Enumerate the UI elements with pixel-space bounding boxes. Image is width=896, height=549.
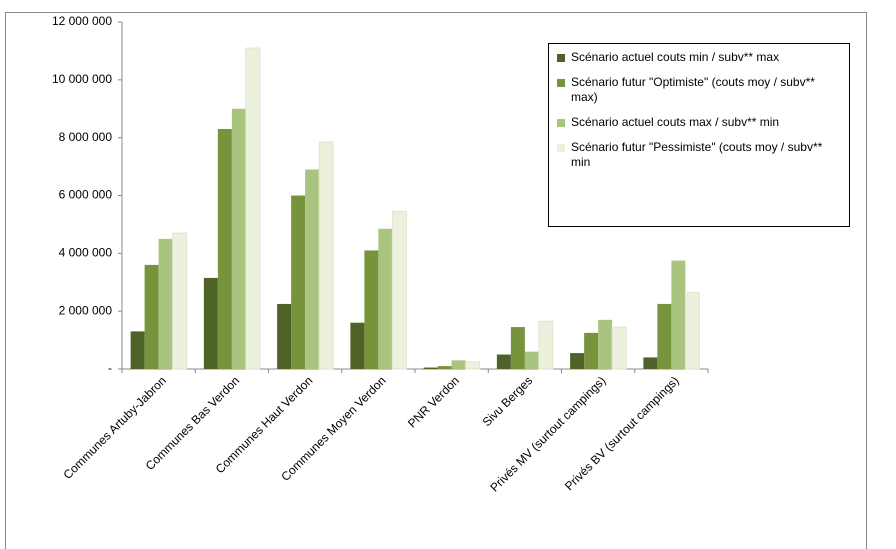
legend-label: Scénario futur "Optimiste" (couts moy / … [571, 75, 815, 104]
bar [423, 367, 438, 369]
bar [231, 108, 246, 369]
legend-entry: Scénario actuel couts max / subv** min [555, 115, 843, 130]
bar [217, 128, 232, 369]
bar [318, 141, 334, 370]
legend: Scénario actuel couts min / subv** max Sc… [548, 43, 850, 227]
bar [671, 260, 686, 369]
x-tick-label: PNR Verdon [405, 373, 462, 430]
legend-entry: Scénario actuel couts min / subv** max [555, 50, 843, 65]
bar [437, 366, 452, 369]
bar [538, 320, 554, 370]
bar [144, 264, 159, 369]
bar [364, 250, 379, 369]
bar [524, 351, 539, 369]
bar [203, 277, 218, 369]
bar [378, 228, 393, 369]
legend-entry: Scénario futur "Pessimiste" (couts moy /… [555, 140, 843, 170]
legend-swatch [557, 79, 565, 87]
bar [643, 357, 658, 369]
y-tick-label: 4 000 000 [59, 246, 113, 260]
bar [570, 353, 585, 369]
bar [496, 354, 511, 369]
bar [291, 195, 306, 369]
legend-label: Scénario actuel couts min / subv** max [571, 50, 780, 64]
legend-swatch [557, 144, 565, 152]
bar [277, 303, 292, 369]
legend-label: Scénario futur "Pessimiste" (couts moy /… [571, 140, 823, 169]
bar [130, 331, 145, 369]
bar [350, 322, 365, 369]
bar [510, 327, 525, 369]
chart-border [5, 12, 867, 549]
x-tick-label: Privés MV (surtout campings) [487, 373, 608, 494]
bar [245, 47, 261, 370]
legend-label: Scénario actuel couts max / subv** min [571, 115, 780, 129]
y-tick-label: - [108, 361, 112, 375]
legend-entry: Scénario futur "Optimiste" (couts moy / … [555, 75, 843, 105]
legend-swatch [557, 54, 565, 62]
bar [598, 319, 613, 369]
bar [584, 332, 599, 369]
bar [305, 169, 320, 369]
y-tick-label: 8 000 000 [59, 130, 113, 144]
bar [611, 326, 627, 370]
bar [657, 303, 672, 369]
bar [451, 360, 466, 369]
bar [172, 232, 188, 370]
bar [391, 210, 407, 370]
y-tick-label: 10 000 000 [52, 72, 112, 86]
bar [158, 238, 173, 369]
x-tick-label: Sivu Berges [480, 373, 536, 429]
y-tick-label: 12 000 000 [52, 14, 112, 28]
y-tick-label: 2 000 000 [59, 303, 113, 317]
bar [684, 291, 700, 370]
y-tick-label: 6 000 000 [59, 188, 113, 202]
legend-swatch [557, 119, 565, 127]
bar [465, 361, 481, 370]
